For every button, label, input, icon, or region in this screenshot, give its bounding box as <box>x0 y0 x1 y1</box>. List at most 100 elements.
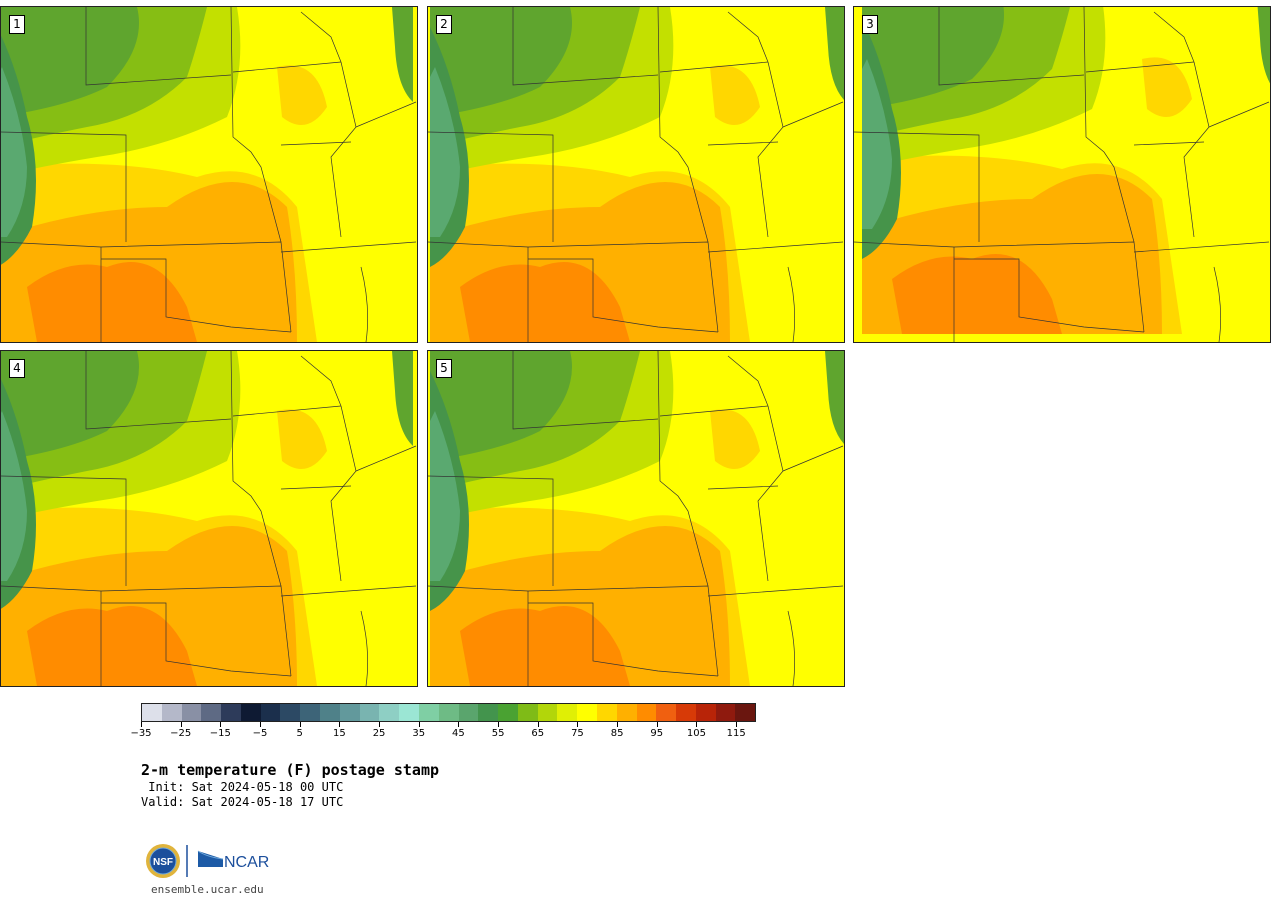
colorbar-cell <box>715 704 736 721</box>
state-border <box>280 585 417 597</box>
colorbar-tick <box>260 722 262 727</box>
state-border <box>232 405 342 417</box>
state-border <box>782 101 844 128</box>
state-border <box>1133 141 1205 146</box>
colorbar-cell <box>517 704 538 721</box>
state-border <box>1133 241 1270 253</box>
website-url: ensemble.ucar.edu <box>151 883 264 896</box>
colorbar-tick-label: 65 <box>531 728 545 739</box>
state-border <box>787 266 796 342</box>
temperature-contour-region <box>1 7 140 117</box>
colorbar-cell <box>320 704 340 721</box>
temperature-contour-region <box>430 67 460 237</box>
state-border <box>280 241 417 253</box>
state-border <box>1 475 127 586</box>
temperature-contour-region <box>892 254 1062 334</box>
state-border <box>782 445 844 472</box>
colorbar-tick <box>617 722 619 727</box>
ncar-logo-text: NCAR <box>224 854 269 871</box>
colorbar-tick <box>141 722 142 727</box>
colorbar-cell <box>458 704 479 721</box>
member-number-label: 4 <box>9 359 25 378</box>
state-border <box>707 141 779 146</box>
colorbar-cell <box>695 704 716 721</box>
colorbar-tick-label: 5 <box>296 728 303 739</box>
state-border <box>101 258 292 333</box>
colorbar-cell <box>596 704 617 721</box>
ncar-logo: NCAR <box>197 850 269 871</box>
colorbar-tick <box>537 722 539 727</box>
state-border <box>512 7 659 86</box>
colorbar-tick <box>180 722 182 727</box>
temperature-contour-region <box>825 7 844 100</box>
state-border <box>300 11 342 63</box>
temperature-contour-region <box>277 409 327 469</box>
state-border <box>657 351 709 587</box>
colorbar-tick-label: 15 <box>333 728 346 739</box>
colorbar-tick-label: 75 <box>571 728 584 739</box>
state-border <box>85 351 232 430</box>
temperature-contour-region <box>1142 57 1192 117</box>
member-number-label: 1 <box>9 15 25 34</box>
colorbar-cell <box>181 704 202 721</box>
colorbar-tick-label: 55 <box>491 728 505 739</box>
state-border <box>1 241 292 333</box>
state-border <box>787 610 796 686</box>
temperature-contour-region <box>430 7 572 117</box>
colorbar-tick-label: 45 <box>452 728 465 739</box>
state-border <box>659 405 769 417</box>
state-border <box>707 485 779 490</box>
colorbar-tick <box>220 722 222 727</box>
colorbar-ticks: −35 −25 −15 −5 5 15 25 35 45 55 65 75 85 95 105 115 <box>130 722 756 746</box>
temperature-field <box>428 7 844 342</box>
member-number-label: 3 <box>862 15 878 34</box>
temperature-contour-region <box>1257 7 1270 84</box>
colorbar-cell <box>379 704 400 721</box>
colorbar-cell <box>676 704 696 721</box>
colorbar-tick-label: 35 <box>412 728 426 739</box>
temperature-contour-region <box>392 7 413 102</box>
state-border <box>657 7 709 243</box>
temperature-contour-region <box>862 7 1004 109</box>
temperature-field <box>428 351 844 686</box>
colorbar-cell <box>280 704 301 721</box>
state-border <box>1083 7 1135 243</box>
state-border <box>707 585 844 597</box>
state-border <box>938 7 1085 86</box>
state-border <box>854 241 1145 333</box>
colorbar-cell <box>240 704 261 721</box>
postage-stamp-map-2: 2 <box>427 6 845 343</box>
state-border <box>355 445 417 472</box>
colorbar-tick-label: 85 <box>610 728 624 739</box>
state-border <box>1213 266 1222 342</box>
postage-stamp-map-1: 1 <box>0 6 418 343</box>
state-border <box>428 475 554 586</box>
colorbar-tick-label: −35 <box>130 728 152 739</box>
temperature-contour-region <box>460 262 630 342</box>
state-border <box>707 241 844 253</box>
colorbar-cell <box>498 704 518 721</box>
nsf-logo-text: NSF <box>153 857 173 868</box>
valid-time: Valid: Sat 2024-05-18 17 UTC <box>141 795 344 809</box>
state-border <box>428 585 719 677</box>
colorbar-cell <box>221 704 241 721</box>
state-border <box>727 355 769 407</box>
state-border <box>360 266 369 342</box>
state-border <box>85 7 232 86</box>
colorbar-tick-label: −5 <box>252 728 268 739</box>
colorbar-cell <box>399 704 419 721</box>
colorbar-cell <box>735 704 756 721</box>
postage-stamp-map-5: 5 <box>427 350 845 687</box>
state-border <box>1 131 127 242</box>
temperature-contour-region <box>825 351 844 444</box>
state-border <box>300 355 342 407</box>
temperature-contour-region <box>1 351 140 461</box>
state-border <box>280 485 352 490</box>
colorbar-cell <box>557 704 578 721</box>
temperature-contour-region <box>710 409 760 469</box>
colorbar-tick <box>577 722 579 727</box>
member-number-label: 5 <box>436 359 452 378</box>
colorbar-cell <box>438 704 459 721</box>
state-border <box>854 131 980 242</box>
temperature-field <box>854 7 1270 342</box>
